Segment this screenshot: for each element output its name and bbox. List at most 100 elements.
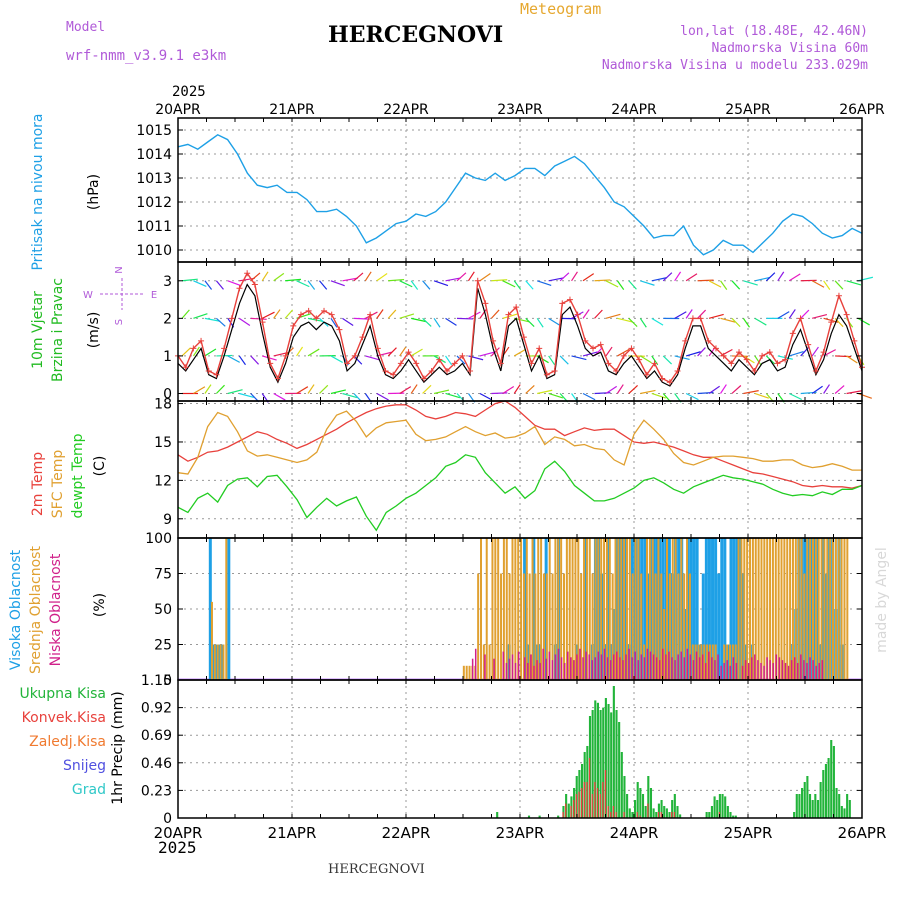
wind-arrow (193, 313, 208, 319)
year-top: 2025 (172, 84, 206, 100)
model-name: wrf-nmm_v3.9.1 e3km (66, 48, 227, 64)
x-tick-label-bottom: 26APR (838, 824, 887, 842)
cloud-mid-bar (648, 538, 651, 680)
cloud-high-bar (692, 538, 696, 680)
wind-gust-point (743, 356, 750, 363)
cloud-low-bar (775, 654, 778, 680)
cloud-mid-bar (840, 538, 843, 680)
wind-gust-point (213, 371, 220, 378)
precip-legend-item: Ukupna Kisa (19, 686, 106, 702)
cloud-low-bar (668, 651, 670, 680)
wind-gust-point (643, 371, 650, 378)
precip-legend-item: Grad (72, 782, 106, 798)
cloud-mid-bar (660, 573, 663, 680)
wind-gust-point (528, 360, 535, 367)
wind-arrow (788, 392, 802, 401)
cloud-mid-bar (531, 538, 534, 680)
wind-gust-point (374, 345, 381, 352)
cloud-mid-bar (505, 538, 508, 680)
precip-total-bar (840, 806, 843, 818)
precip-total-bar (660, 800, 663, 818)
precip-total-bar (795, 794, 798, 818)
wind-arrow (261, 311, 275, 319)
cloud-mid-bar (482, 644, 485, 680)
wind-arrow (708, 385, 720, 394)
cloud-mid-title: Srednja Oblacnost (28, 546, 44, 674)
cloud-low-bar (505, 662, 508, 680)
cloud-mid-bar (540, 538, 543, 680)
wind-arrow (307, 280, 316, 290)
y-tick-label: 1.15 (141, 673, 172, 689)
wind-arrow (250, 317, 267, 320)
cloud-mid-bar (545, 573, 548, 680)
panel-frame (177, 400, 863, 539)
wind-arrow (215, 384, 225, 394)
wind-gust-point (628, 345, 635, 352)
cloud-mid-bar (674, 538, 677, 680)
precip-total-bar (816, 800, 820, 818)
precip-total-bar (843, 808, 846, 818)
cloud-mid-bar (494, 538, 497, 680)
cloud-mid-bar (823, 538, 826, 680)
wind-arrow (812, 314, 828, 319)
wind-arrow (582, 392, 596, 401)
cloud-high-bar (735, 538, 739, 680)
precip-total-bar (644, 806, 647, 818)
precip-conv-bar (588, 758, 591, 818)
cloud-mid-bar (820, 538, 823, 680)
wind-arrow (662, 355, 673, 365)
wind-gust-point (182, 364, 189, 371)
precip-total-bar (716, 800, 719, 818)
wind-arrow (445, 277, 461, 282)
wind-arrow (238, 355, 246, 366)
wind-gust-point (705, 337, 712, 344)
cloud-mid-bar (688, 573, 691, 680)
cloud-low-bar (680, 651, 682, 680)
wind-arrow (388, 278, 405, 282)
cloud-low-bar (508, 658, 511, 680)
cloud-mid-bar (683, 573, 686, 680)
wind-arrow (628, 317, 638, 327)
wind-arrow (548, 392, 564, 399)
wind-gust-point (482, 300, 489, 307)
wind-gust-point (782, 356, 789, 363)
cloud-high-bar (538, 644, 542, 680)
wind-arrow (640, 389, 656, 395)
precip-total-bar (822, 770, 825, 818)
cloud-mid-bar (488, 644, 491, 680)
wind-gust-point (244, 270, 251, 277)
wind-gust-point (812, 367, 819, 374)
cloud-low-bar (484, 654, 486, 680)
wind-arrow (445, 317, 457, 326)
y-tick-label: 0 (163, 673, 172, 689)
y-tick-label: 2 (163, 311, 172, 327)
cloud-low-bar (524, 657, 526, 680)
cloud-mid-bar (786, 538, 789, 680)
x-tick-label-top: 20APR (155, 102, 201, 118)
cloud-mid-bar (514, 538, 517, 680)
wind-gust-point (459, 352, 466, 359)
wind-gust-point (267, 360, 274, 367)
x-tick-label-bottom: 25APR (724, 824, 773, 842)
cloud-low-bar (671, 657, 673, 680)
wind-gust-point (613, 367, 620, 374)
cloud-high-bar (649, 538, 653, 680)
cloud-low-bar (502, 651, 505, 680)
cloud-mid-bar (803, 573, 806, 680)
precip-legend-item: Konvek.Kisa (22, 710, 106, 726)
cloud-high-bar (695, 538, 699, 680)
wind-title-2: Brzina i Pravac (50, 278, 66, 382)
cloud-mid-bar (508, 573, 511, 680)
cloud-mid-bar (574, 538, 577, 680)
wind-arrow (261, 271, 269, 282)
cloud-mid-bar (625, 538, 628, 680)
y-tick-label: 0.69 (141, 728, 172, 744)
precip-total-bar (652, 808, 655, 818)
compass-n: N (114, 266, 125, 273)
wind-arrow (582, 309, 590, 319)
precip-conv-bar (599, 794, 601, 818)
cloud-high-bar (652, 538, 656, 680)
wind-gust-point (397, 360, 404, 367)
wind-arrow (525, 317, 535, 327)
wind-arrow (433, 280, 449, 287)
